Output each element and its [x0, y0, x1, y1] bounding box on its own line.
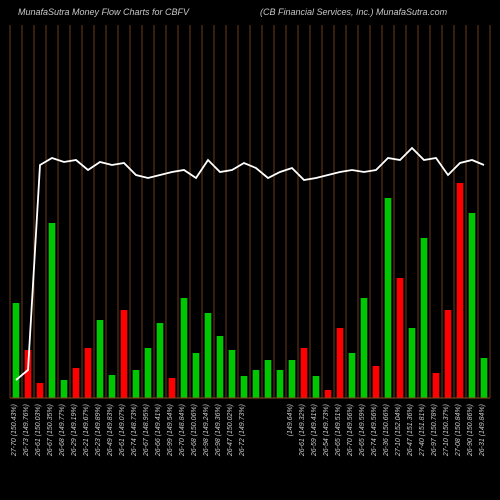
x-axis-label: 26-59 (149.41%): [311, 404, 318, 457]
volume-bar: [325, 390, 332, 398]
x-axis-label: 26-72 (149.73%): [239, 404, 246, 457]
volume-bar: [241, 376, 248, 398]
volume-bar: [253, 370, 260, 398]
x-axis-label: 26-61 (149.32%): [299, 404, 306, 457]
x-axis-label: 27-70 (150.43%): [11, 404, 18, 457]
volume-bar: [349, 353, 356, 398]
x-axis-label: 26-29 (149.19%): [71, 404, 78, 457]
x-axis-label: 26-97 (150.78%): [431, 404, 438, 457]
volume-bar: [481, 358, 488, 398]
x-axis-label: 26-61 (150.03%): [35, 404, 42, 457]
chart-title-left: MunafaSutra Money Flow Charts for CBFV: [18, 7, 190, 17]
volume-bar: [73, 368, 80, 398]
volume-bar: [409, 328, 416, 398]
volume-bar: [181, 298, 188, 398]
x-axis-label: 26-49 (149.83%): [107, 404, 114, 457]
volume-bar: [37, 383, 44, 398]
volume-bar: [85, 348, 92, 398]
volume-bar: [97, 320, 104, 398]
volume-bar: [217, 336, 224, 398]
x-axis-label: 27-08 (150.84%): [455, 404, 462, 457]
x-axis-label: 26-67 (148.95%): [143, 404, 150, 457]
volume-bar: [397, 278, 404, 398]
x-axis-label: 26-47 (151.36%): [407, 404, 414, 457]
x-axis-label: 26-36 (150.66%): [383, 404, 390, 457]
volume-bar: [457, 183, 464, 398]
x-axis-label: 26-90 (150.86%): [467, 404, 474, 457]
x-axis-label: 26-99 (149.54%): [167, 404, 174, 457]
x-axis-label: 27-40 (151.81%): [419, 404, 426, 457]
money-flow-chart: MunafaSutra Money Flow Charts for CBFV (C…: [0, 0, 500, 500]
x-axis-label: 26-66 (149.41%): [155, 404, 162, 457]
x-axis-label: 26-70 (148.84%): [179, 404, 186, 457]
x-axis-label: 26-67 (150.35%): [47, 404, 54, 457]
x-axis-label: 26-98 (149.24%): [203, 404, 210, 457]
x-axis-label: 26-74 (148.73%): [131, 404, 138, 457]
volume-bar: [337, 328, 344, 398]
volume-bar: [361, 298, 368, 398]
volume-bar: [169, 378, 176, 398]
x-axis-label: 26-65 (149.59%): [359, 404, 366, 457]
volume-bar: [193, 353, 200, 398]
x-axis-label: 27-10 (150.37%): [443, 404, 450, 457]
x-axis-label: 26-54 (149.73%): [323, 404, 330, 457]
volume-bar: [205, 313, 212, 398]
volume-bar: [157, 323, 164, 398]
volume-bar: [289, 360, 296, 398]
volume-bar: [385, 198, 392, 398]
volume-bar: [145, 348, 152, 398]
volume-bar: [265, 360, 272, 398]
x-axis-label: 26-70 (149.56%): [347, 404, 354, 457]
x-axis-label: 26-23 (149.89%): [95, 404, 102, 457]
x-axis-label: 26-61 (149.07%): [119, 404, 126, 457]
volume-bar: [373, 366, 380, 398]
volume-bar: [109, 375, 116, 398]
volume-bar: [301, 348, 308, 398]
volume-bar: [433, 373, 440, 398]
x-axis-label: 26-31 (149.84%): [479, 404, 486, 457]
volume-bar: [13, 303, 20, 398]
x-axis-label: 26-21 (149.67%): [83, 404, 90, 457]
volume-bar: [421, 238, 428, 398]
x-axis-label: 26-68 (150.06%): [191, 404, 198, 457]
volume-bar: [61, 380, 68, 398]
x-axis-label: 26-47 (150.02%): [227, 404, 234, 457]
volume-bar: [469, 213, 476, 398]
volume-bar: [133, 370, 140, 398]
x-axis-label: 26-98 (149.36%): [215, 404, 222, 457]
x-axis-label: (149.64%): [287, 404, 294, 436]
volume-bar: [313, 376, 320, 398]
volume-bar: [445, 310, 452, 398]
x-axis-label: 26-68 (149.77%): [59, 404, 66, 457]
volume-bar: [229, 350, 236, 398]
x-axis-label: 26-74 (149.56%): [371, 404, 378, 457]
chart-title-right: (CB Financial Services, Inc.) MunafaSutr…: [260, 7, 448, 17]
x-axis-label: 27-10 (152.04%): [395, 404, 402, 457]
x-axis-label: 26-73 (149.76%): [23, 404, 30, 457]
volume-bar: [49, 223, 56, 398]
volume-bar: [121, 310, 128, 398]
volume-bar: [277, 370, 284, 398]
x-axis-label: 26-65 (149.51%): [335, 404, 342, 457]
